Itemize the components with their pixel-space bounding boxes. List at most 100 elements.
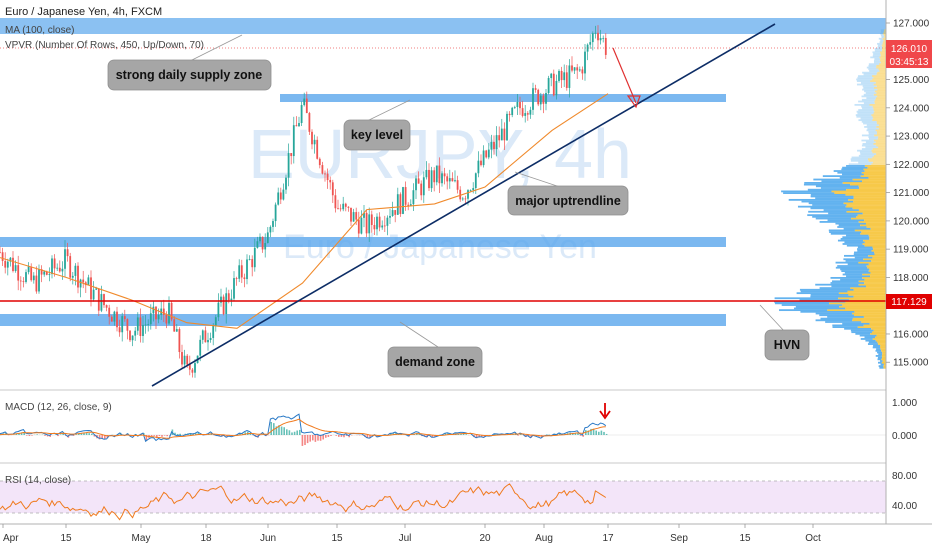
vpvr-bar-up	[854, 256, 873, 259]
candle-body	[516, 102, 519, 108]
vpvr-bar-down	[872, 338, 886, 340]
vpvr-bar-down	[883, 39, 886, 42]
demand-zone[interactable]	[0, 314, 726, 326]
rsi-pane[interactable]: RSI (14, close)	[0, 475, 886, 521]
vpvr-bar-up	[821, 180, 863, 183]
time-tick-label: Jun	[260, 533, 276, 544]
vpvr-bar-down	[831, 190, 886, 193]
supply-zone[interactable]	[0, 18, 886, 34]
vpvr-bar-up	[815, 283, 859, 286]
time-axis[interactable]: Apr 15 May 18 Jun 15 Jul 20 Aug 17 Sep 15 Oct	[2, 524, 821, 544]
vpvr-bar-up	[868, 136, 879, 139]
key-level-zone[interactable]	[280, 94, 726, 102]
candle-body	[64, 249, 66, 269]
vpvr-bar-down	[878, 68, 886, 71]
vpvr-bar-up	[850, 158, 868, 161]
macd-hist-bar	[314, 435, 317, 442]
annotation-key-level[interactable]: key level	[343, 99, 411, 151]
vpvr-bar-down	[869, 237, 886, 240]
annotation-supply[interactable]: strong daily supply zone	[107, 34, 272, 91]
candle-body	[214, 317, 217, 326]
annotation-uptrend[interactable]: major uptrendline	[507, 171, 629, 216]
vpvr-bar-up	[857, 76, 874, 79]
vpvr-bar-down	[869, 103, 886, 106]
price-axis-bg[interactable]	[886, 0, 932, 550]
vpvr-bar-down	[863, 168, 886, 171]
macd-pane[interactable]: MACD (12, 26, close, 9)	[0, 402, 886, 446]
vpvr-bar-up	[841, 168, 864, 171]
vpvr-bar-up	[851, 331, 872, 334]
vpvr-bar-up	[796, 292, 839, 295]
vpvr-bar-down	[882, 42, 886, 45]
macd-hist-bar	[460, 433, 462, 435]
vpvr-bar-up	[841, 270, 869, 273]
vpvr-bar-up	[847, 263, 869, 266]
macd-hist-bar	[195, 433, 197, 435]
candle-body	[186, 355, 189, 365]
candle-body	[446, 176, 449, 182]
candle-body	[243, 277, 246, 280]
candle-body	[1, 252, 4, 261]
vpvr-bar-up	[830, 276, 863, 279]
annotation-hvn[interactable]: HVN	[759, 304, 810, 361]
vpvr-bar-down	[882, 46, 886, 49]
vpvr-bar-down	[880, 61, 886, 64]
vpvr-bar-up	[867, 343, 879, 345]
ma-line[interactable]	[0, 93, 609, 329]
vpvr-bar-up	[851, 156, 873, 159]
vpvr-bar-up	[878, 361, 882, 364]
resistance-zone[interactable]	[0, 237, 726, 247]
vpvr-bar-down	[857, 326, 886, 328]
candle-body	[370, 214, 373, 225]
vpvr-bar-down	[873, 76, 886, 79]
vpvr-legend: VPVR (Number Of Rows, 450, Up/Down, 70)	[5, 40, 204, 51]
vpvr-bar-up	[879, 360, 883, 362]
candle-body	[542, 95, 545, 104]
vpvr-bar-down	[872, 78, 886, 81]
vpvr-bar-up	[844, 327, 872, 330]
macd-hist-bar	[431, 435, 434, 438]
candle-body	[155, 306, 157, 320]
candle-body	[95, 288, 98, 290]
vpvr-bar-up	[866, 124, 880, 127]
vpvr-bar-down	[872, 151, 886, 154]
vpvr-bar-up	[861, 98, 876, 101]
time-tick-label: 18	[200, 533, 212, 544]
macd-hist-bar	[158, 435, 161, 436]
candle-body	[428, 169, 430, 189]
candle-body	[259, 236, 261, 242]
candle-body	[240, 265, 243, 278]
vpvr-bar-down	[838, 292, 886, 295]
candle-body	[420, 183, 423, 196]
vpvr-bar-down	[854, 229, 886, 232]
vpvr-bar-down	[858, 280, 886, 283]
vpvr-bar-down	[867, 158, 886, 161]
vpvr-bar-up	[868, 137, 878, 140]
vpvr-bar-up	[867, 127, 879, 130]
projection-arrow	[612, 47, 641, 109]
annotation-demand[interactable]: demand zone	[387, 321, 483, 378]
vpvr-bar-down	[865, 222, 886, 225]
candle-body	[51, 258, 53, 275]
vpvr-bar-down	[861, 231, 886, 233]
candle-body	[456, 180, 459, 190]
vpvr-bar-down	[876, 153, 886, 155]
candle-body	[40, 269, 43, 275]
candle-body	[282, 189, 285, 200]
macd-hist-bar	[239, 433, 241, 435]
vpvr-bar-down	[873, 139, 886, 142]
candle-body	[261, 236, 264, 250]
vpvr-bar-down	[870, 271, 886, 274]
main-pane[interactable]	[0, 0, 886, 386]
macd-hist-bar	[517, 435, 519, 436]
macd-hist-bar	[104, 435, 106, 440]
vpvr-bar-up	[779, 309, 828, 312]
vpvr-bar-down	[876, 131, 886, 133]
vpvr-bar-down	[877, 88, 886, 91]
macd-hist-bar	[605, 433, 608, 435]
candle-body	[565, 72, 568, 88]
vpvr-bar-down	[864, 165, 886, 167]
uptrendline[interactable]	[151, 23, 776, 387]
macd-hist-bar	[31, 435, 33, 436]
